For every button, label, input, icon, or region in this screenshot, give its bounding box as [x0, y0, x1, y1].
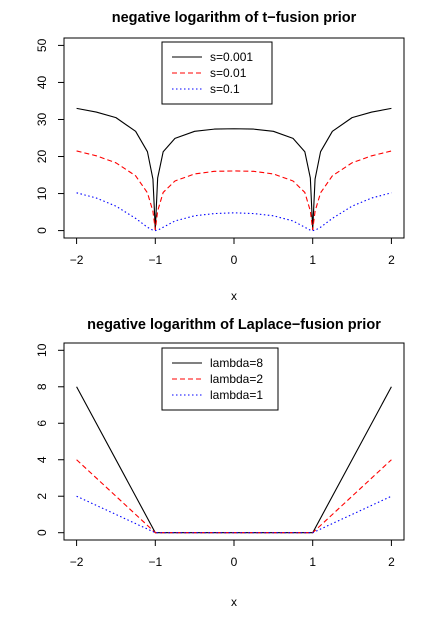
chart-panel-1: negative logarithm of t−fusion prior −2 −1…	[35, 10, 405, 303]
chart-title: negative logarithm of Laplace−fusion pri…	[87, 317, 381, 333]
x-tick-label: −2	[70, 555, 84, 569]
x-axis-label: x	[231, 289, 237, 303]
x-tick-label: 1	[309, 253, 316, 267]
chart-panel-2: negative logarithm of Laplace−fusion pri…	[35, 317, 405, 609]
x-tick-label: −1	[148, 555, 162, 569]
x-tick-label: 1	[309, 555, 316, 569]
chart-title: negative logarithm of t−fusion prior	[112, 10, 357, 26]
legend-label: s=0.001	[210, 50, 253, 64]
legend-label: s=0.1	[210, 82, 240, 96]
y-tick-label: 30	[35, 112, 49, 126]
legend-label: lambda=1	[210, 388, 263, 402]
y-tick-label: 50	[35, 38, 49, 52]
y-tick-label: 20	[35, 150, 49, 164]
x-tick-label: −2	[70, 253, 84, 267]
x-tick-label: −1	[148, 253, 162, 267]
x-tick-label: 2	[388, 555, 395, 569]
legend: s=0.001 s=0.01 s=0.1	[161, 41, 273, 105]
y-tick-label: 4	[35, 456, 49, 463]
series-group	[76, 107, 392, 232]
y-tick-label: 0	[35, 227, 49, 234]
legend-label: s=0.01	[210, 66, 247, 80]
x-tick-label: 0	[231, 253, 238, 267]
series-line-lambda-1	[76, 495, 392, 534]
y-tick-label: 8	[35, 383, 49, 390]
y-tick-label: 10	[35, 343, 49, 357]
series-line-s-0-01	[76, 150, 392, 231]
y-tick-label: 40	[35, 75, 49, 89]
series-group	[76, 386, 392, 534]
legend-label: lambda=2	[210, 372, 263, 386]
series-line-s-0-001	[76, 107, 392, 231]
x-axis-label: x	[231, 595, 237, 609]
x-tick-label: 2	[388, 253, 395, 267]
series-line-s-0-1	[76, 192, 392, 232]
y-tick-label: 10	[35, 187, 49, 201]
x-tick-label: 0	[231, 555, 238, 569]
y-tick-label: 6	[35, 420, 49, 427]
series-line-lambda-2	[76, 459, 392, 534]
y-tick-label: 2	[35, 493, 49, 500]
legend-label: lambda=8	[210, 356, 263, 370]
y-tick-label: 0	[35, 529, 49, 536]
legend: lambda=8 lambda=2 lambda=1	[161, 347, 279, 411]
